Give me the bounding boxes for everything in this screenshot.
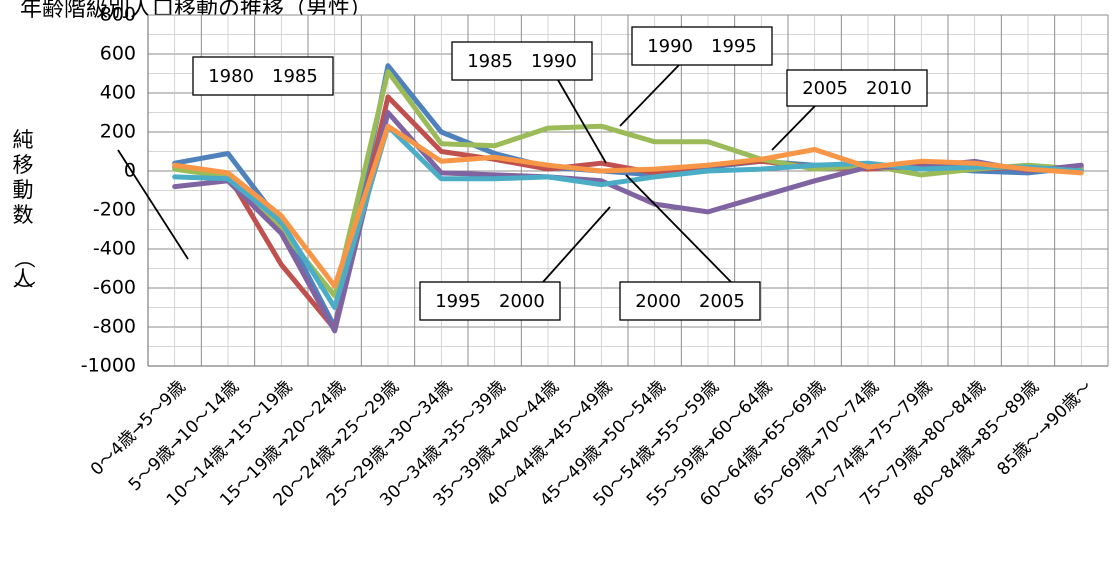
y-tick-label: -800 xyxy=(93,316,136,338)
annotation-pointer xyxy=(619,64,680,127)
y-axis-label-char: 移 xyxy=(13,153,34,177)
annotation-pointer xyxy=(542,206,611,283)
annotation-box xyxy=(419,281,561,321)
series-line-3 xyxy=(172,69,1084,299)
annotation-label: 2000 2005 xyxy=(635,291,745,312)
annotation-label: 2005 2010 xyxy=(802,78,912,99)
y-axis-label-char: （ xyxy=(12,248,36,269)
y-axis-label-char: 純 xyxy=(13,128,34,152)
y-tick-label: -1000 xyxy=(81,355,136,377)
series-line-6 xyxy=(172,123,1084,289)
y-tick-label: 600 xyxy=(100,43,136,65)
annotation-pointer xyxy=(771,105,816,151)
annotation-label: 1980 1985 xyxy=(208,66,318,87)
annotation-label: 1995 2000 xyxy=(435,291,545,312)
series-line-5 xyxy=(172,123,1084,310)
annotation-label: 1985 1990 xyxy=(467,51,577,72)
annotation-box xyxy=(451,41,593,81)
y-tick-label: 400 xyxy=(100,82,136,104)
annotation-box xyxy=(631,26,773,66)
annotations: 1980 1985 1985 1990 1990 1995 2005 2010 1995… xyxy=(117,26,928,321)
y-axis-label-char: 動 xyxy=(13,178,34,202)
annotation-label: 1990 1995 xyxy=(647,36,757,57)
annotation-pointer xyxy=(117,149,189,260)
y-axis-label-char: 数 xyxy=(13,203,34,227)
x-tick-label: 0～4歳→5～9歳 xyxy=(87,377,190,480)
y-axis-label-char: 人 xyxy=(13,267,34,291)
y-tick-label: -600 xyxy=(93,277,136,299)
annotation-box xyxy=(786,69,928,107)
annotation-pointer xyxy=(557,79,607,164)
annotation-box xyxy=(192,56,334,96)
y-tick-label: -400 xyxy=(93,238,136,260)
annotation-pointer xyxy=(625,174,732,283)
annotation-box xyxy=(619,281,761,321)
y-tick-label: -200 xyxy=(93,199,136,221)
series-line-4 xyxy=(172,110,1084,334)
y-axis-label-char: ） xyxy=(12,281,36,302)
y-tick-label: 800 xyxy=(100,4,136,26)
x-tick-label: 85歳～→90歳～ xyxy=(994,377,1097,480)
series-lines xyxy=(172,63,1084,334)
y-tick-label: 200 xyxy=(100,121,136,143)
